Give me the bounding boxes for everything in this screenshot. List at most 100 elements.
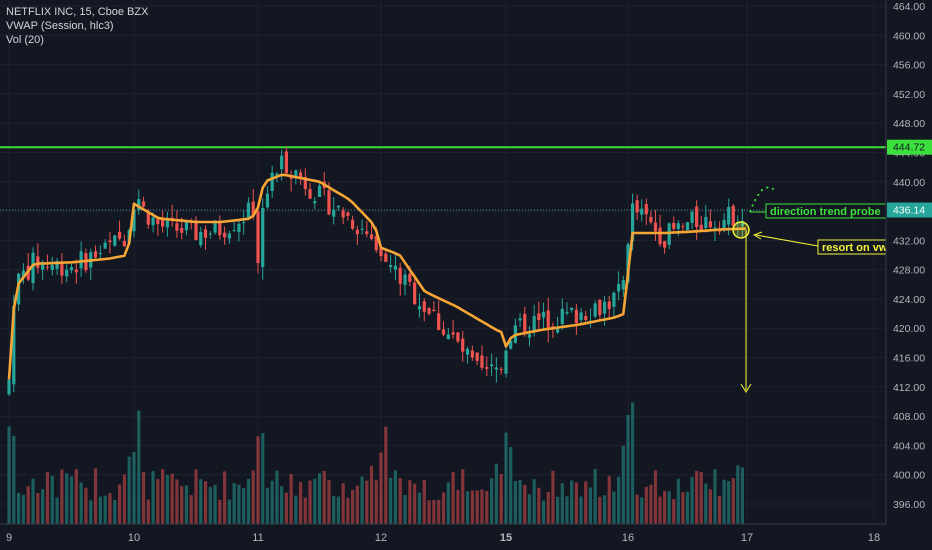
- callout-arrow-head: [752, 231, 763, 240]
- volume-bar: [98, 496, 102, 524]
- volume-bar: [685, 491, 690, 524]
- price-tick-label: 396.00: [893, 499, 925, 511]
- candle-body: [480, 355, 484, 368]
- volume-bar: [475, 490, 479, 524]
- volume-bar: [151, 471, 155, 524]
- candle-body: [41, 262, 45, 270]
- volume-bar: [403, 495, 407, 524]
- legend-volume[interactable]: Vol (20): [6, 34, 44, 46]
- candle-body: [451, 332, 455, 335]
- volume-bar: [653, 470, 658, 524]
- candle-body: [180, 227, 184, 233]
- volume-bar: [485, 490, 489, 524]
- candle-body: [50, 264, 54, 271]
- volume-bar: [607, 475, 611, 524]
- candle-body: [184, 222, 189, 231]
- volume-bar: [170, 473, 174, 524]
- volume-bar: [223, 471, 227, 524]
- volume-bar: [541, 500, 546, 524]
- volume-bar: [108, 493, 112, 524]
- time-axis[interactable]: 9 10 11 12 15 16 17 18: [0, 523, 886, 550]
- candle-body: [408, 273, 412, 282]
- volume-bar: [79, 482, 83, 524]
- price-tick-label: 416.00: [893, 353, 925, 365]
- candle-body: [256, 211, 260, 263]
- volume-bar: [676, 478, 680, 524]
- legend-vwap[interactable]: VWAP (Session, hlc3): [6, 20, 114, 32]
- candle-body: [393, 265, 398, 270]
- volume-bar: [504, 432, 508, 524]
- volume-bar: [31, 478, 35, 524]
- volume-bar: [208, 487, 212, 524]
- candle-body: [663, 241, 667, 248]
- candle-body: [523, 313, 527, 334]
- volume-bar: [518, 480, 522, 524]
- candle-body: [681, 226, 685, 228]
- candle-body: [170, 217, 174, 219]
- candle-body: [398, 267, 402, 284]
- volume-bar: [184, 485, 189, 524]
- volume-bar: [565, 496, 569, 524]
- candle-body: [570, 307, 574, 311]
- volume-bar: [122, 474, 126, 524]
- candle-body: [132, 209, 136, 232]
- candle-body: [346, 212, 350, 217]
- volume-bar: [546, 491, 550, 524]
- price-tick-label: 428.00: [893, 265, 925, 277]
- volume-bar: [640, 497, 644, 524]
- candle-body: [403, 274, 407, 285]
- volume-bar: [612, 491, 616, 524]
- volume-bar: [308, 480, 312, 524]
- candle-body: [294, 170, 298, 179]
- candle-body: [208, 233, 212, 235]
- volume-bar: [461, 469, 465, 524]
- volume-bar: [41, 489, 45, 524]
- candle-body: [607, 301, 611, 309]
- candle-body: [649, 216, 653, 223]
- volume-bar: [213, 484, 217, 524]
- volume-bar: [265, 487, 270, 524]
- price-tick-label: 448.00: [893, 118, 925, 130]
- volume-bar: [175, 479, 179, 524]
- candle-body: [242, 222, 246, 224]
- volume-bar: [667, 491, 671, 524]
- volume-bar: [218, 499, 222, 524]
- candle-body: [713, 227, 717, 230]
- volume-bar: [165, 475, 169, 524]
- volume-bar: [513, 481, 517, 524]
- candle-body: [161, 219, 165, 227]
- volume-bar: [644, 486, 648, 524]
- volume-bar: [731, 478, 735, 524]
- time-tick-label: 15: [500, 532, 512, 544]
- projection-path: [749, 186, 777, 213]
- candle-body: [584, 315, 588, 320]
- volume-bar: [251, 470, 255, 524]
- candle-body: [617, 284, 621, 292]
- volume-bar: [584, 481, 588, 524]
- price-tick-label: 464.00: [893, 1, 925, 13]
- last-price-badge-text: 436.14: [893, 205, 925, 217]
- volume-bar: [432, 500, 436, 524]
- price-tick-label: 424.00: [893, 294, 925, 306]
- candle-body: [113, 235, 117, 246]
- volume-bar: [658, 496, 662, 524]
- volume-bar: [84, 487, 88, 524]
- price-axis[interactable]: 464.00460.00456.00452.00448.00444.00440.…: [885, 0, 932, 524]
- volume-bar: [446, 482, 450, 524]
- price-tick-label: 408.00: [893, 411, 925, 423]
- legend-symbol[interactable]: NETFLIX INC, 15, Cboe BZX: [6, 6, 149, 18]
- volume-bar: [690, 477, 694, 524]
- candle-body: [465, 348, 470, 355]
- volume-bar: [379, 452, 383, 524]
- volume-bar: [635, 494, 639, 524]
- volume-bar: [621, 445, 625, 524]
- candle-body: [685, 222, 690, 231]
- volume-bar: [317, 473, 322, 524]
- price-axis-bg: [886, 0, 932, 524]
- candle-body: [36, 256, 40, 268]
- volume-bar: [465, 490, 470, 524]
- resort-label: resort on vw: [822, 242, 888, 254]
- price-tick-label: 420.00: [893, 323, 925, 335]
- volume-bar: [602, 495, 607, 524]
